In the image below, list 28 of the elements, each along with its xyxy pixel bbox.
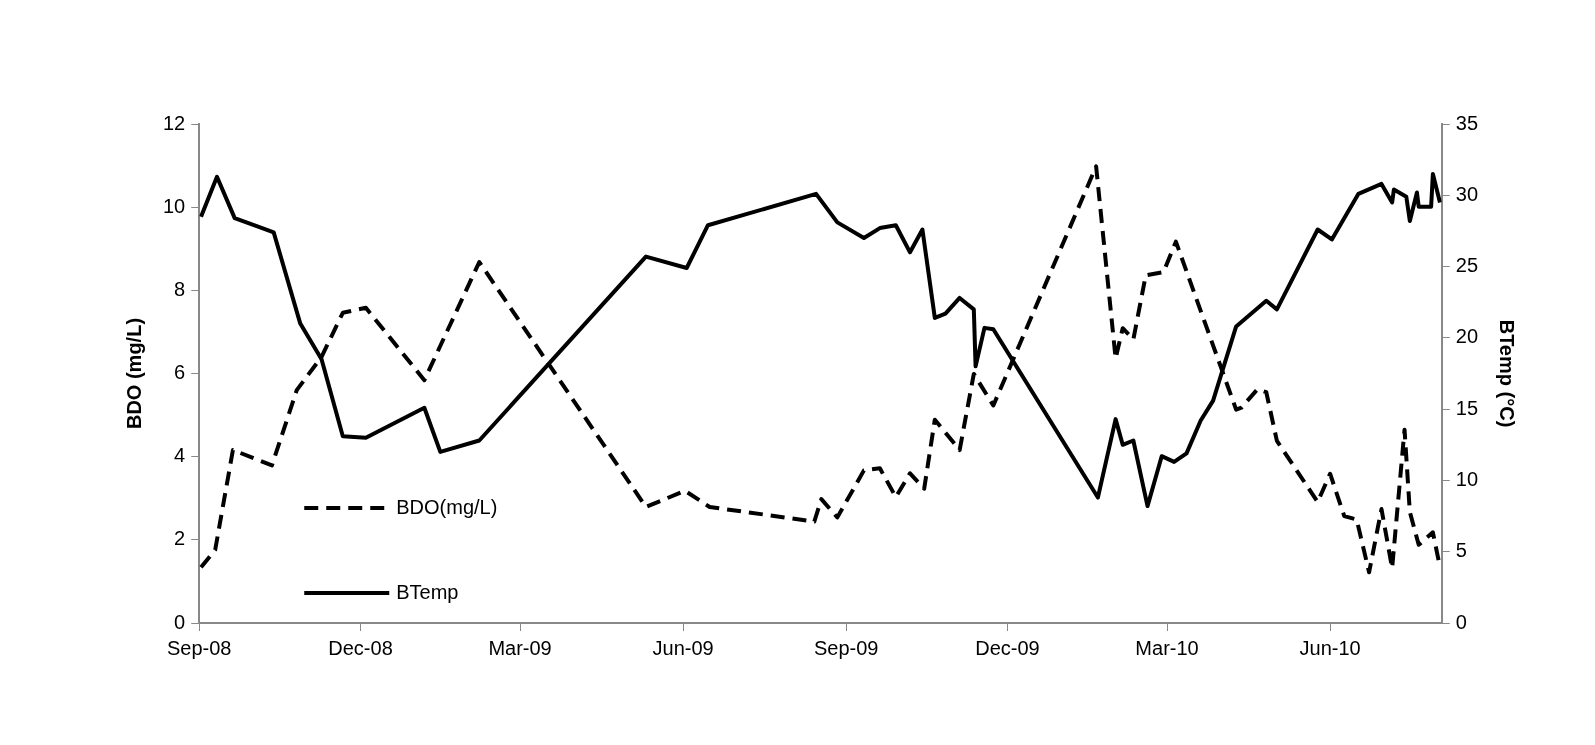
x-tick-label: Mar-10 <box>1135 636 1199 659</box>
y2-tick-label: 20 <box>1455 325 1478 348</box>
y-tick-label: 12 <box>163 111 186 134</box>
legend-label: BDO(mg/L) <box>396 495 498 518</box>
y2-tick-label: 15 <box>1455 396 1478 419</box>
y-tick-label: 0 <box>174 610 186 633</box>
y2-tick-label: 5 <box>1455 539 1467 562</box>
legend-label: BTemp <box>396 580 459 603</box>
y2-tick-label: 0 <box>1455 610 1467 633</box>
x-tick-label: Sep-08 <box>167 636 232 659</box>
y2-tick-label: 30 <box>1455 182 1478 205</box>
y-tick-label: 4 <box>174 444 186 467</box>
y2-tick-label: 35 <box>1455 111 1478 134</box>
x-tick-label: Jun-09 <box>652 636 714 659</box>
x-tick-label: Dec-09 <box>975 636 1040 659</box>
y-tick-label: 2 <box>174 527 186 550</box>
y-tick-label: 10 <box>163 194 186 217</box>
y-tick-label: 6 <box>174 361 186 384</box>
y2-tick-label: 10 <box>1455 467 1478 490</box>
y2-axis-title: BTemp (°C) <box>1496 319 1519 428</box>
y2-tick-label: 25 <box>1455 254 1478 277</box>
x-tick-label: Mar-09 <box>488 636 552 659</box>
x-tick-label: Dec-08 <box>328 636 393 659</box>
x-tick-label: Sep-09 <box>813 636 879 659</box>
y-axis-title: BDO (mg/L) <box>122 317 145 430</box>
line-series <box>199 164 1442 575</box>
x-tick-label: Jun-10 <box>1299 636 1361 659</box>
y-tick-label: 8 <box>174 277 186 300</box>
